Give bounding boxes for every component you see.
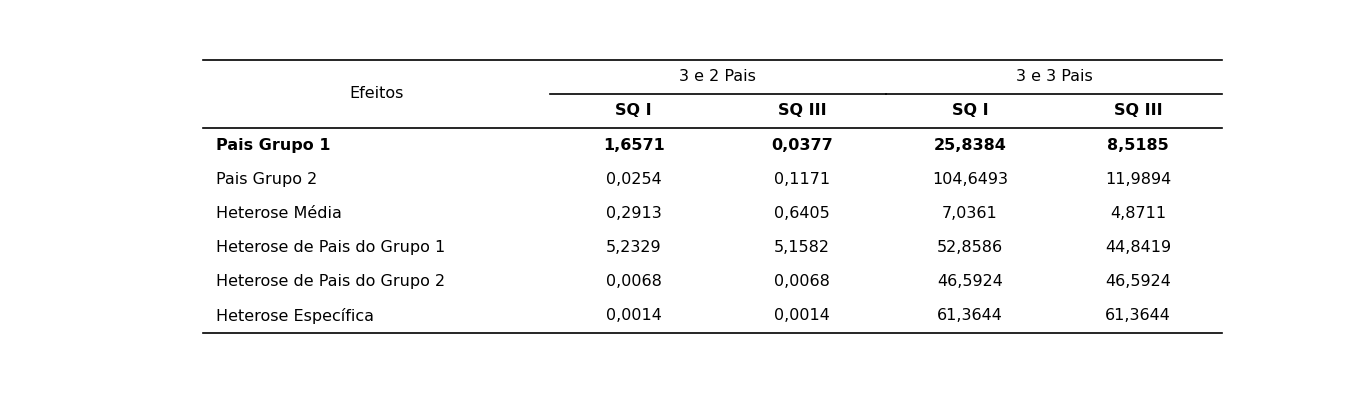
Text: 5,1582: 5,1582 (774, 240, 830, 255)
Text: SQ I: SQ I (952, 103, 988, 118)
Text: 61,3644: 61,3644 (937, 308, 1003, 324)
Text: SQ I: SQ I (615, 103, 652, 118)
Text: 7,0361: 7,0361 (943, 206, 997, 221)
Text: 61,3644: 61,3644 (1106, 308, 1171, 324)
Text: 46,5924: 46,5924 (1106, 274, 1171, 289)
Text: Pais Grupo 1: Pais Grupo 1 (216, 138, 330, 152)
Text: Heterose Média: Heterose Média (216, 206, 341, 221)
Text: 25,8384: 25,8384 (934, 138, 1007, 152)
Text: 0,6405: 0,6405 (774, 206, 830, 221)
Text: 0,1171: 0,1171 (774, 172, 830, 187)
Text: SQ III: SQ III (1114, 103, 1163, 118)
Text: 0,0254: 0,0254 (606, 172, 662, 187)
Text: Pais Grupo 2: Pais Grupo 2 (216, 172, 316, 187)
Text: 1,6571: 1,6571 (603, 138, 664, 152)
Text: 46,5924: 46,5924 (937, 274, 1003, 289)
Text: 0,2913: 0,2913 (606, 206, 662, 221)
Text: 3 e 2 Pais: 3 e 2 Pais (680, 69, 756, 84)
Text: 4,8711: 4,8711 (1110, 206, 1166, 221)
Text: Efeitos: Efeitos (349, 86, 404, 101)
Text: Heterose de Pais do Grupo 1: Heterose de Pais do Grupo 1 (216, 240, 445, 255)
Text: 0,0068: 0,0068 (774, 274, 830, 289)
Text: Heterose Específica: Heterose Específica (216, 308, 374, 324)
Text: 8,5185: 8,5185 (1107, 138, 1169, 152)
Text: 5,2329: 5,2329 (606, 240, 662, 255)
Text: 0,0014: 0,0014 (774, 308, 830, 324)
Text: SQ III: SQ III (778, 103, 826, 118)
Text: 0,0014: 0,0014 (606, 308, 662, 324)
Text: 0,0377: 0,0377 (771, 138, 833, 152)
Text: 0,0068: 0,0068 (606, 274, 662, 289)
Text: 11,9894: 11,9894 (1106, 172, 1171, 187)
Text: 104,6493: 104,6493 (932, 172, 1008, 187)
Text: 3 e 3 Pais: 3 e 3 Pais (1015, 69, 1093, 84)
Text: Heterose de Pais do Grupo 2: Heterose de Pais do Grupo 2 (216, 274, 445, 289)
Text: 52,8586: 52,8586 (937, 240, 1003, 255)
Text: 44,8419: 44,8419 (1106, 240, 1171, 255)
